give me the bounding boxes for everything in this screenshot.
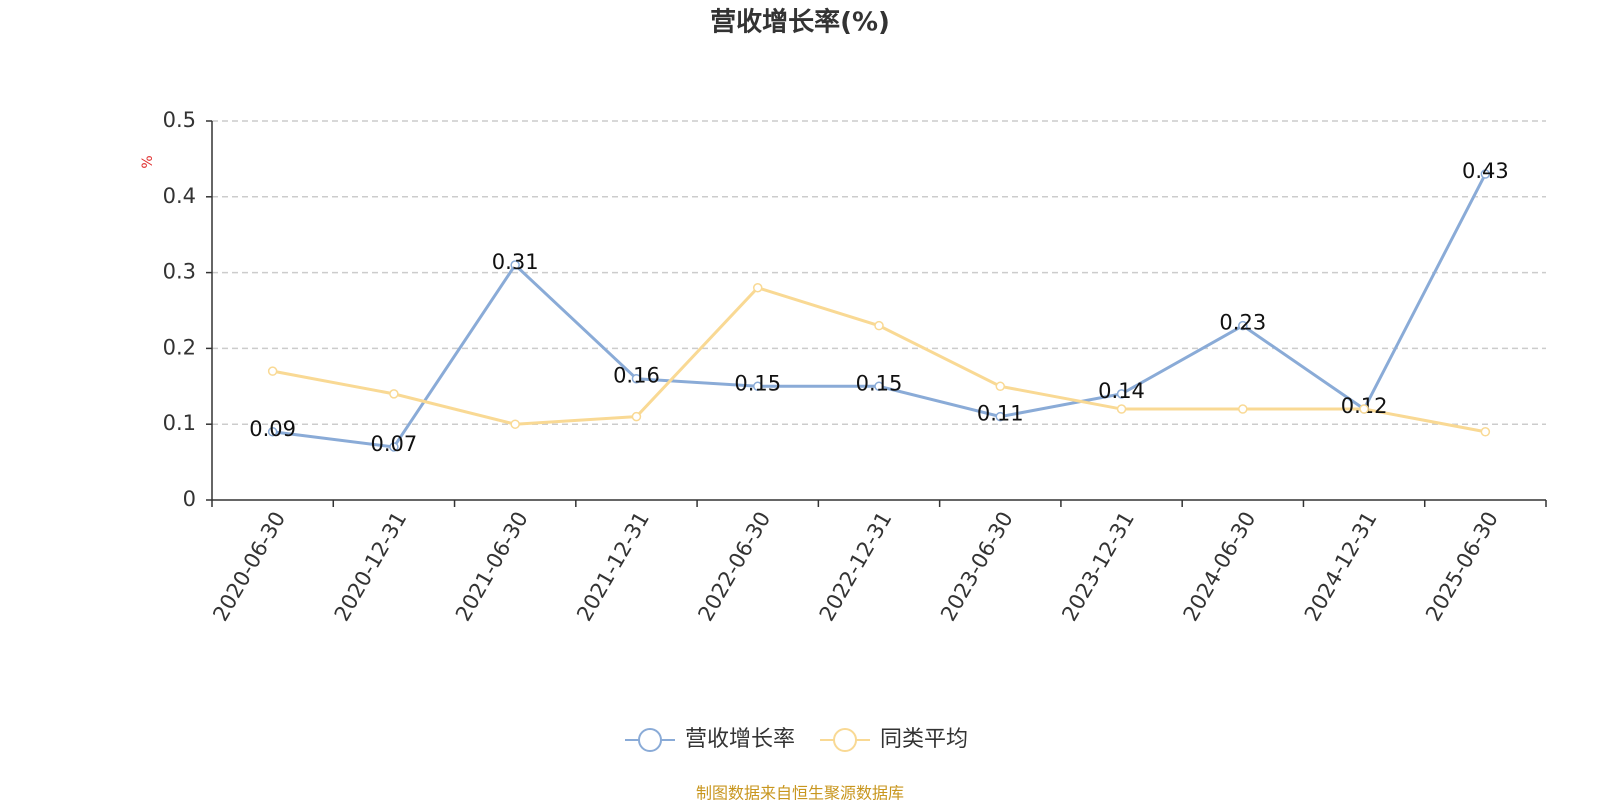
point xyxy=(389,442,399,452)
point xyxy=(1116,389,1127,399)
point xyxy=(389,389,399,399)
x-tick-label: 2024-06-30 xyxy=(1179,508,1261,626)
x-tick-label: 2020-12-31 xyxy=(330,507,412,625)
y-tick-label: 0.2 xyxy=(163,335,196,359)
point xyxy=(267,366,278,376)
point xyxy=(1480,169,1491,179)
point xyxy=(631,373,642,384)
x-tick-label: 2021-06-30 xyxy=(451,508,533,626)
point xyxy=(510,419,520,429)
y-tick-label: 0.3 xyxy=(163,260,196,284)
point xyxy=(631,411,642,422)
data-label: 0.14 xyxy=(1098,379,1145,403)
x-tick-label: 2022-06-30 xyxy=(693,508,775,626)
data-label: 0.07 xyxy=(371,432,418,456)
y-axis-label: % xyxy=(140,155,156,168)
x-tick-label: 2023-06-30 xyxy=(936,508,1018,626)
data-label: 0.15 xyxy=(734,371,781,395)
y-tick-label: 0 xyxy=(183,487,196,511)
point xyxy=(510,260,520,270)
point xyxy=(1359,404,1369,414)
point xyxy=(874,320,884,331)
y-tick-label: 0.1 xyxy=(163,411,196,435)
data-label: 0.23 xyxy=(1219,311,1266,335)
data-label: 0.16 xyxy=(613,364,660,388)
source-note: 制图数据来自恒生聚源数据库 xyxy=(696,784,904,800)
data-label: 0.11 xyxy=(977,402,1024,426)
data-label: 0.43 xyxy=(1462,159,1509,183)
x-tick-label: 2025-06-30 xyxy=(1421,508,1503,626)
x-tick-label: 2024-12-31 xyxy=(1300,508,1382,626)
y-tick-label: 0.4 xyxy=(163,184,196,208)
point xyxy=(1238,320,1248,331)
data-label: 0.31 xyxy=(492,250,539,274)
x-tick-label: 2020-06-30 xyxy=(208,508,290,626)
x-tick-label: 2023-12-31 xyxy=(1057,508,1139,626)
point xyxy=(1480,427,1491,437)
legend-marker xyxy=(833,728,858,752)
point xyxy=(874,381,884,392)
series-line xyxy=(272,286,1486,434)
point xyxy=(1238,404,1248,414)
point xyxy=(752,381,763,392)
legend-label: 同类平均 xyxy=(880,727,968,752)
point xyxy=(995,381,1006,392)
x-tick-label: 2022-12-31 xyxy=(815,508,897,626)
y-tick-label: 0.5 xyxy=(163,108,196,132)
legend-marker xyxy=(638,728,662,752)
point xyxy=(752,283,763,293)
legend-label: 营收增长率 xyxy=(685,727,795,752)
chart-title: 营收增长率(%) xyxy=(710,7,890,38)
data-label: 0.15 xyxy=(856,371,903,395)
point xyxy=(995,411,1006,422)
x-tick-label: 2021-12-31 xyxy=(572,508,654,626)
series-line xyxy=(272,173,1487,449)
point xyxy=(1116,404,1127,414)
data-label: 0.09 xyxy=(249,417,296,441)
point xyxy=(267,427,278,437)
